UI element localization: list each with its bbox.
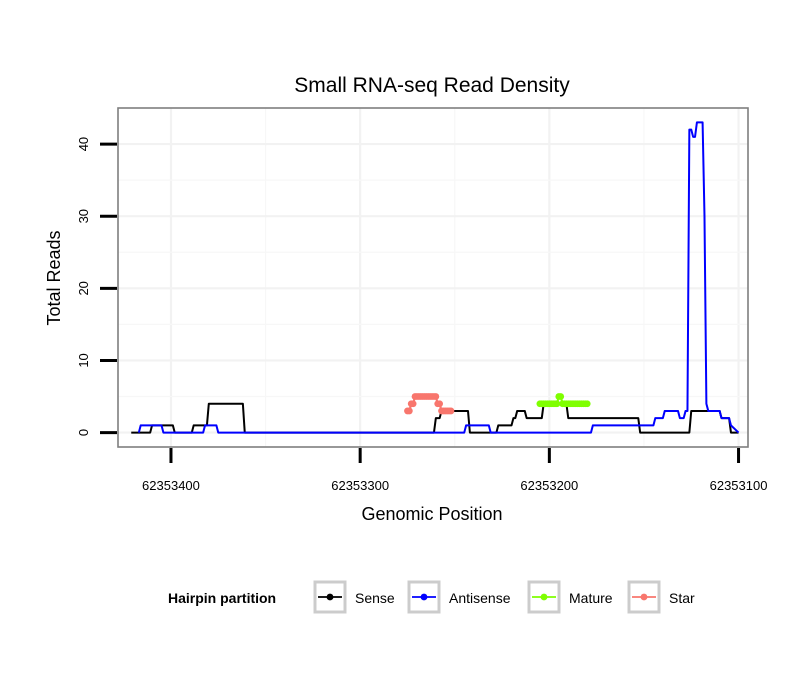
data-point-star [405,407,413,415]
legend-label: Sense [355,590,395,606]
legend-key-marker [420,593,428,601]
x-tick-label: 62353100 [710,478,768,493]
legend-key-marker [326,593,334,601]
legend-key-marker [540,593,548,601]
plot-panel [118,108,748,447]
y-axis: 0 10 20 30 40 [76,137,117,436]
y-tick-label: 40 [76,137,91,151]
data-point-star [409,400,417,408]
y-axis-label: Total Reads [44,230,64,325]
legend-label: Mature [569,590,613,606]
data-point-mature [557,393,565,400]
legend-label: Antisense [449,590,511,606]
legend-item-sense: Sense [313,580,395,614]
plot-border [117,107,749,448]
data-point-star [436,400,444,408]
chart-title: Small RNA-seq Read Density [294,74,570,97]
legend-item-antisense: Antisense [407,580,511,614]
legend-key-marker [640,593,648,601]
data-point-mature [583,400,591,408]
data-point-star [447,407,455,415]
legend-title: Hairpin partition [168,590,276,606]
legend: Hairpin partition Sense Antisense Mature St… [168,580,695,614]
x-tick-label: 62353300 [331,478,389,493]
series-layer [131,121,740,434]
x-axis-label: Genomic Position [361,504,502,524]
y-tick-label: 20 [76,281,91,295]
y-tick-label: 0 [76,429,91,436]
legend-item-mature: Mature [527,580,613,614]
data-point-star [432,393,440,400]
y-tick-label: 10 [76,353,91,367]
y-tick-label: 30 [76,209,91,223]
legend-label: Star [669,590,695,606]
x-tick-label: 62353200 [520,478,578,493]
legend-item-star: Star [627,580,695,614]
x-tick-label: 62353400 [142,478,200,493]
data-point-mature [553,400,561,408]
x-axis: 62353400 62353300 62353200 62353100 [142,448,767,493]
series-line-antisense [137,121,740,434]
